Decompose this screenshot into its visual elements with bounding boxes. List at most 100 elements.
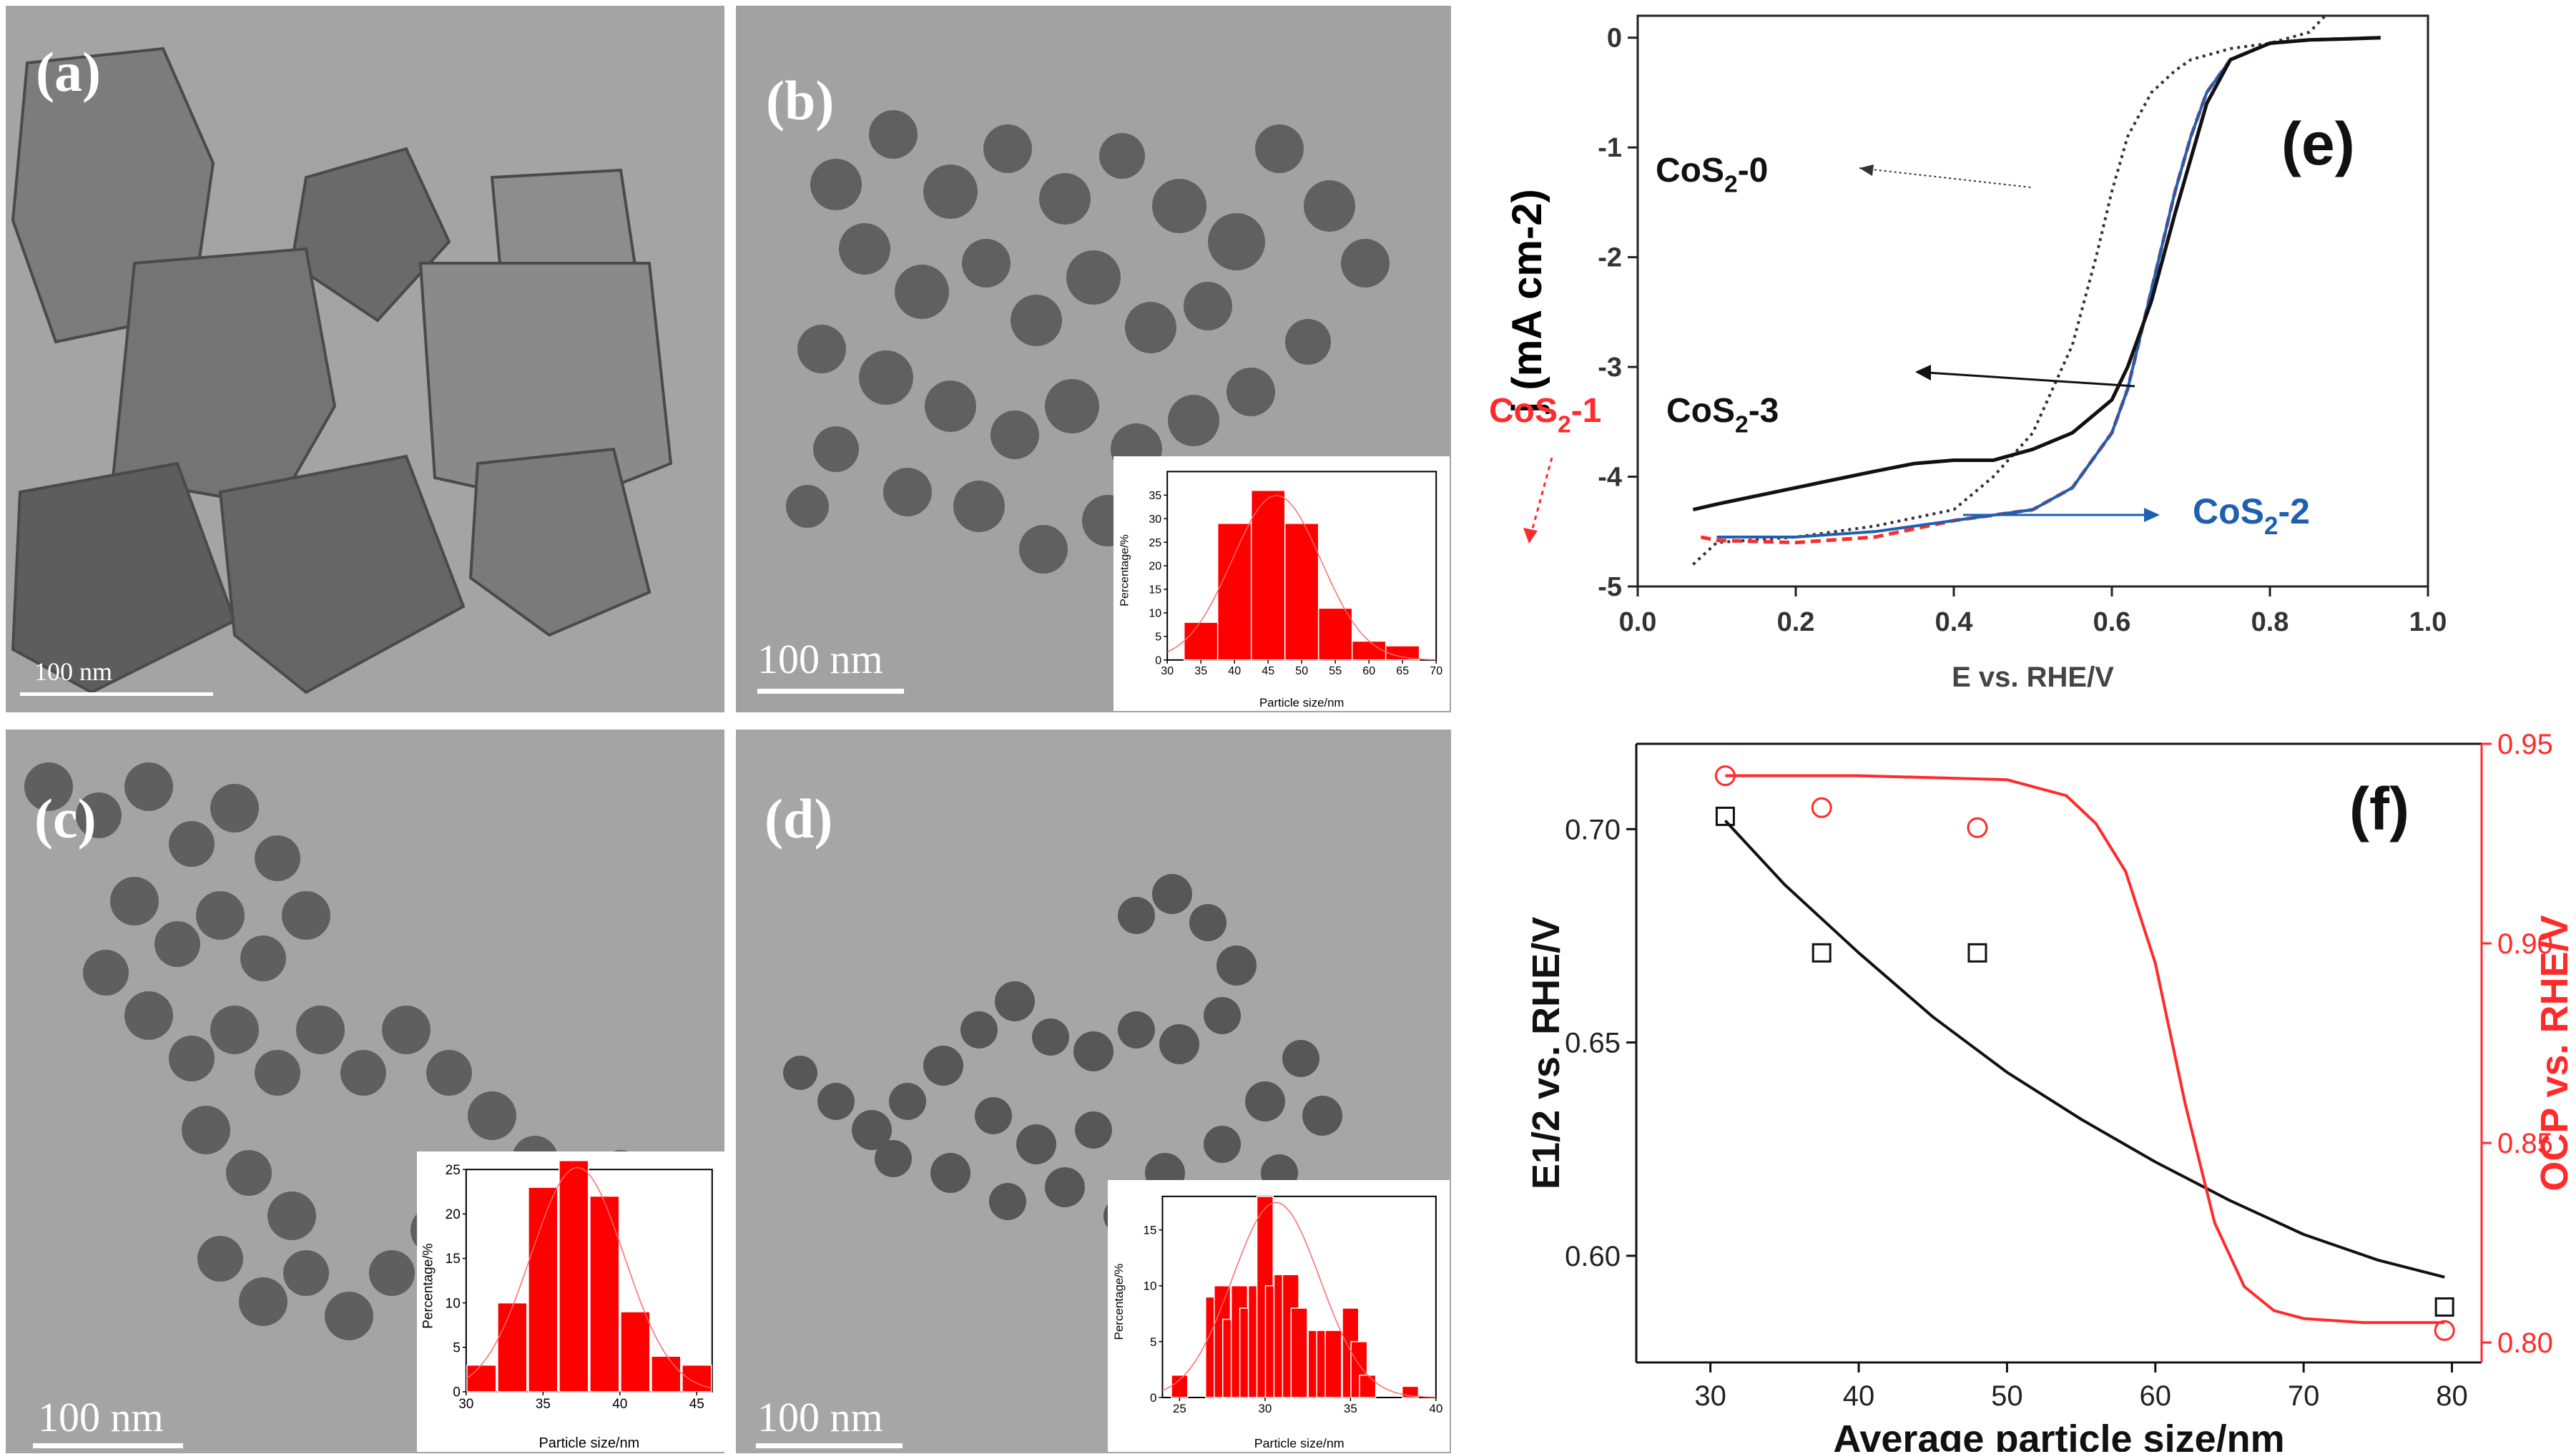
arrowhead-cos2-0: [1859, 164, 1874, 176]
panel-a-tem-image: (a) 100 nm: [6, 6, 724, 712]
y-tick-label: 15: [1144, 1224, 1157, 1237]
x-tick-label: 40: [612, 1397, 627, 1412]
x-tick-label: 80: [2436, 1380, 2468, 1412]
y-tick-label: 35: [1149, 490, 1161, 502]
y-tick-label: 25: [1149, 537, 1161, 549]
histogram-fit-curve: [1166, 495, 1437, 661]
panel-d-histogram-inset: 25 30 35 40 0 5 10 15 Particle size/nm Percentage…: [1108, 1180, 1450, 1452]
histogram-bar: [1351, 640, 1387, 661]
panel-a-scale-label: 100 nm: [34, 657, 113, 686]
series-line-cos2-3: [1692, 36, 2381, 512]
x-tick-label: 60: [1362, 665, 1375, 677]
y-axis-label: j (mA cm-2): [1504, 189, 1550, 414]
y-tick-label: 10: [1149, 608, 1161, 620]
y-tick-label: 15: [1149, 584, 1161, 596]
y-tick-label: 20: [1149, 561, 1161, 573]
panel-e-polarization-chart: 0.0 0.2 0.4 0.6 0.8 1.0 0 -1 -2 -3 -4 -5 E vs. RHE/V…: [1489, 14, 2447, 693]
x-axis-label: Average particle size/nm: [1833, 1418, 2284, 1452]
panel-c-scale-label: 100 nm: [38, 1394, 164, 1440]
e12-point: [2434, 1297, 2454, 1317]
y-tick-label: -1: [1598, 133, 1622, 163]
histogram-bar: [1359, 1375, 1377, 1398]
histogram-bar: [589, 1195, 620, 1392]
annotation-cos2-3: CoS2-3: [1666, 392, 1779, 438]
histogram-bar: [1183, 622, 1219, 661]
x-tick-label: 40: [1843, 1380, 1875, 1412]
x-tick-label: 60: [2140, 1380, 2172, 1412]
histogram-bar: [559, 1160, 589, 1392]
x-tick-label: 0.8: [2251, 607, 2289, 637]
y-tick-label: 10: [446, 1296, 461, 1311]
panel-e-letter: (e): [2281, 110, 2355, 177]
arrow-cos2-0: [1859, 167, 2032, 188]
y-tick-label: 0: [453, 1385, 461, 1400]
y2-axis-label: OCP vs. RHE/V: [2533, 915, 2575, 1191]
histogram-bar: [466, 1364, 497, 1392]
panel-f-letter: (f): [2349, 775, 2409, 843]
y-tick-label: 0.70: [1565, 814, 1621, 845]
histogram-bar: [1250, 489, 1286, 661]
histogram-bar: [1284, 523, 1319, 661]
ocp-point: [1967, 817, 1988, 838]
y-axis-label: Percentage/%: [421, 1243, 436, 1328]
e12-point: [1967, 943, 1987, 963]
y-tick-label: 25: [446, 1163, 461, 1178]
y-tick-label: 0.65: [1565, 1028, 1621, 1059]
panel-f-size-dependence-chart: 30 40 50 60 70 80 0.60 0.65 0.70 0.80 0.85 0.90 0.95…: [1525, 729, 2575, 1452]
arrowhead-cos2-1: [1523, 528, 1538, 544]
histogram-bar: [620, 1311, 651, 1392]
x-tick-label: 35: [1344, 1402, 1357, 1415]
y2-tick-label: 0.90: [2497, 928, 2553, 960]
y-axis-label: Percentage/%: [1119, 534, 1131, 606]
arrow-cos2-1: [1529, 457, 1553, 537]
x-axis-label: E vs. RHE/V: [1952, 662, 2114, 693]
panel-b-histogram: 30 35 40 45 50 55 60 65 70 0 5 10 15 20 25 30 35 Particle…: [1119, 471, 1442, 709]
panel-b-histogram-inset: 30 35 40 45 50 55 60 65 70 0 5 10 15 20 25 30 35 Particle…: [1114, 456, 1450, 711]
annotation-cos2-0: CoS2-0: [1656, 152, 1768, 197]
x-tick-label: 50: [1295, 665, 1308, 677]
panel-b-letter: (b): [766, 69, 835, 132]
histogram-bar: [528, 1187, 559, 1392]
x-tick-label: 70: [1430, 665, 1442, 677]
x-tick-label: 45: [1262, 665, 1274, 677]
x-tick-label: 0.2: [1777, 607, 1815, 637]
x-tick-label: 45: [689, 1397, 704, 1412]
panel-d-histogram: 25 30 35 40 0 5 10 15 Particle size/nm Percentage…: [1112, 1195, 1442, 1450]
panel-b-scale-label: 100 nm: [757, 636, 883, 682]
panel-d-letter: (d): [765, 787, 833, 850]
x-tick-label: 50: [1991, 1380, 2023, 1412]
y-tick-label: -5: [1598, 572, 1622, 602]
plot-frame: [1636, 14, 2429, 588]
histogram-bar: [1290, 1307, 1308, 1398]
y-tick-label: 15: [446, 1252, 461, 1267]
y-axis-label: Percentage/%: [1112, 1264, 1126, 1340]
y-tick-label: -4: [1598, 463, 1622, 493]
x-tick-label: 30: [1694, 1380, 1726, 1412]
y-tick-label: -3: [1598, 353, 1622, 383]
panel-a-letter: (a): [36, 41, 101, 103]
arrowhead-cos2-3: [1915, 365, 1931, 380]
y-tick-label: 5: [1150, 1335, 1156, 1349]
x-tick-label: 0.4: [1935, 607, 1973, 637]
x-tick-label: 65: [1396, 665, 1409, 677]
panel-c-histogram: 30 35 40 45 0 5 10 15 20 25 Particle size/nm Percen…: [421, 1160, 713, 1451]
x-tick-label: 35: [1194, 665, 1207, 677]
panel-c-histogram-inset: 30 35 40 45 0 5 10 15 20 25 Particle size/nm Percen…: [417, 1151, 724, 1452]
x-tick-label: 30: [1258, 1402, 1272, 1415]
y-tick-label: 5: [1155, 631, 1161, 643]
annotation-cos2-2: CoS2-2: [2193, 491, 2310, 540]
ocp-fit-line: [1725, 774, 2445, 1325]
arrowhead-cos2-2: [2144, 508, 2160, 522]
x-tick-label: 30: [1161, 665, 1174, 677]
y-tick-label: 0: [1155, 654, 1161, 667]
y-tick-label: 0: [1607, 24, 1622, 54]
x-tick-label: 40: [1429, 1402, 1442, 1415]
panel-c-letter: (c): [34, 787, 97, 850]
histogram-bar: [1317, 607, 1353, 661]
histogram-bar: [1324, 1330, 1342, 1398]
histogram-bar: [1385, 645, 1420, 661]
panel-d-scale-bar: [756, 1443, 903, 1448]
panel-a-scale-bar: [20, 692, 213, 696]
y-tick-label: 10: [1144, 1279, 1157, 1293]
x-axis-label: Particle size/nm: [539, 1435, 639, 1451]
